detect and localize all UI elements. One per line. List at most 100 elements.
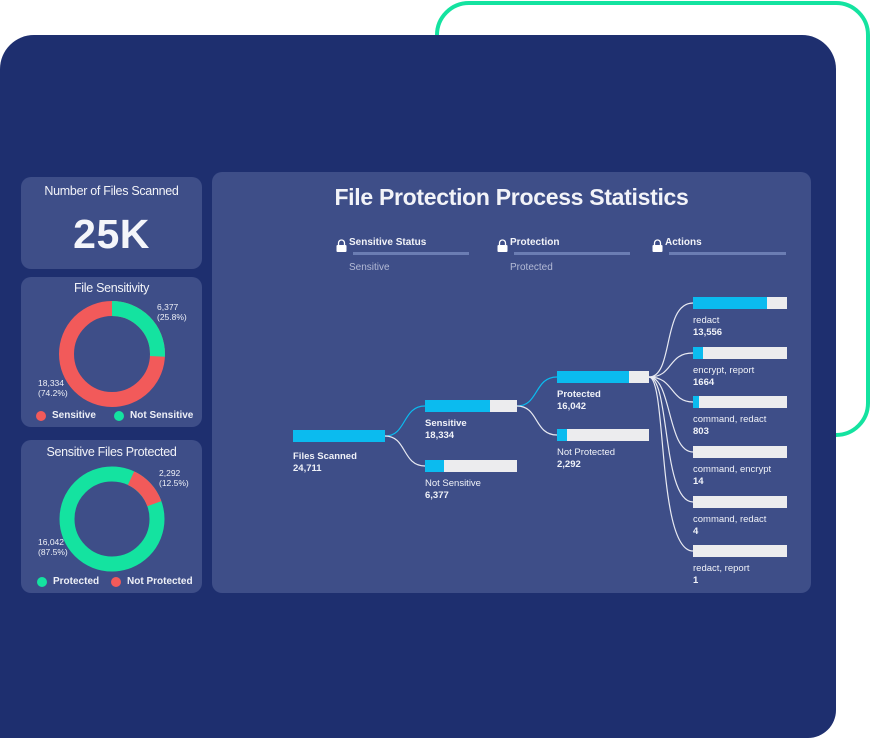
node-count: 1664 bbox=[693, 376, 715, 388]
node-name: Protected bbox=[557, 389, 601, 400]
node-bar[interactable] bbox=[693, 545, 787, 557]
lock-icon[interactable] bbox=[497, 239, 508, 252]
link-sensitive-not-protected[interactable] bbox=[516, 405, 558, 436]
node-bar[interactable] bbox=[693, 496, 787, 508]
node-count: 13,556 bbox=[693, 326, 723, 338]
node-name: redact, report bbox=[693, 563, 750, 574]
legend-item-not-protected[interactable]: Not Protected bbox=[111, 576, 193, 587]
node-name: command, redact bbox=[693, 414, 767, 425]
node-label: redact 13,556 bbox=[693, 315, 722, 338]
node-fill bbox=[425, 400, 491, 412]
card-title: Sensitive Files Protected bbox=[46, 445, 177, 459]
node-name: command, redact bbox=[693, 514, 767, 525]
donut-segment-not-protected[interactable] bbox=[59, 466, 165, 572]
lock-icon[interactable] bbox=[652, 239, 663, 252]
sensitive-value-label: 18,334 (74.2%) bbox=[38, 378, 68, 398]
node-bar[interactable] bbox=[693, 446, 787, 458]
link-protected-action-5[interactable] bbox=[648, 376, 694, 503]
stage-header-protection[interactable]: Protection Protected bbox=[497, 237, 637, 273]
node-count: 1 bbox=[693, 574, 699, 586]
node-count: 2,292 bbox=[557, 458, 581, 470]
node-label: Not Protected 2,292 bbox=[557, 447, 615, 470]
link-scanned-not-sensitive[interactable] bbox=[384, 435, 426, 467]
legend-item-sensitive[interactable]: Sensitive bbox=[36, 410, 96, 421]
page-title: File Protection Process Statistics bbox=[334, 184, 689, 210]
red-dot-icon bbox=[111, 576, 121, 587]
node-bar[interactable] bbox=[693, 396, 787, 408]
node-fill bbox=[557, 371, 629, 383]
legend-label: Protected bbox=[53, 576, 100, 587]
value: 16,042 bbox=[38, 537, 64, 547]
not-sensitive-value-label: 6,377 (25.8%) bbox=[157, 302, 187, 322]
stage-divider bbox=[353, 252, 469, 255]
legend-item-protected[interactable]: Protected bbox=[37, 576, 99, 587]
link-protected-action-3[interactable] bbox=[648, 376, 694, 403]
card-title: Number of Files Scanned bbox=[44, 184, 179, 198]
not-protected-value-label: 2,292 (12.5%) bbox=[159, 468, 189, 488]
node-bar[interactable] bbox=[425, 460, 517, 472]
node-bar[interactable] bbox=[293, 430, 385, 442]
sankey-links bbox=[384, 302, 694, 552]
value: 2,292 bbox=[159, 468, 181, 478]
node-count: 18,334 bbox=[425, 429, 455, 441]
node-fill bbox=[693, 347, 704, 359]
node-name: Not Protected bbox=[557, 447, 616, 458]
node-label: Not Sensitive 6,377 bbox=[425, 478, 481, 501]
node-bar[interactable] bbox=[693, 297, 787, 309]
node-name: command, encrypt bbox=[693, 464, 772, 475]
node-bar[interactable] bbox=[557, 371, 649, 383]
percent: (12.5%) bbox=[159, 478, 189, 488]
link-sensitive-protected[interactable] bbox=[516, 376, 558, 407]
legend-label: Not Protected bbox=[127, 576, 193, 587]
stage-filter-value: Sensitive bbox=[349, 262, 390, 273]
node-fill bbox=[557, 429, 568, 441]
node-bar[interactable] bbox=[557, 429, 649, 441]
node-bar[interactable] bbox=[693, 347, 787, 359]
node-count: 4 bbox=[693, 525, 699, 537]
legend-label: Not Sensitive bbox=[130, 410, 194, 421]
legend-item-not-sensitive[interactable]: Not Sensitive bbox=[114, 410, 193, 421]
stage-filter-value: Protected bbox=[510, 262, 553, 273]
file-sensitivity-donut-chart bbox=[59, 301, 165, 407]
card-title: File Sensitivity bbox=[73, 281, 150, 295]
node-label: encrypt, report 1664 bbox=[693, 365, 754, 388]
value: 6,377 bbox=[157, 302, 179, 312]
donut-segment-protected[interactable] bbox=[59, 466, 165, 572]
green-dot-icon bbox=[37, 576, 47, 587]
red-dot-icon bbox=[36, 410, 46, 421]
node-bar[interactable] bbox=[425, 400, 517, 412]
node-count: 16,042 bbox=[557, 400, 587, 412]
value: 18,334 bbox=[38, 378, 64, 388]
node-name: encrypt, report bbox=[693, 365, 755, 376]
node-name: Files Scanned bbox=[293, 451, 357, 462]
lock-icon[interactable] bbox=[336, 239, 347, 252]
percent: (25.8%) bbox=[157, 312, 187, 322]
link-scanned-sensitive[interactable] bbox=[384, 405, 426, 437]
stage-name: Protection bbox=[510, 237, 560, 248]
node-label: Sensitive 18,334 bbox=[425, 418, 467, 441]
stage-header-sensitive-status[interactable]: Sensitive Status Sensitive bbox=[336, 237, 476, 273]
protection-donut-chart bbox=[59, 466, 165, 572]
stage-header-actions[interactable]: Actions bbox=[652, 237, 792, 267]
node-name: redact bbox=[693, 315, 720, 326]
donut-segment-not-sensitive[interactable] bbox=[59, 301, 165, 407]
node-count: 24,711 bbox=[293, 462, 322, 474]
node-fill bbox=[693, 297, 768, 309]
link-protected-action-4[interactable] bbox=[648, 376, 694, 453]
node-label: Protected 16,042 bbox=[557, 389, 601, 412]
node-name: Not Sensitive bbox=[425, 478, 481, 489]
node-label: Files Scanned 24,711 bbox=[293, 451, 357, 474]
stage-name: Sensitive Status bbox=[349, 237, 427, 248]
node-count: 14 bbox=[693, 475, 704, 487]
files-scanned-card: Number of Files Scanned 25K bbox=[21, 177, 202, 269]
node-fill bbox=[693, 396, 699, 408]
stage-divider bbox=[669, 252, 786, 255]
link-protected-action-2[interactable] bbox=[648, 352, 694, 378]
link-protected-action-1[interactable] bbox=[648, 302, 694, 378]
node-label: command, redact 4 bbox=[693, 514, 766, 537]
stage-name: Actions bbox=[665, 237, 702, 248]
sensitive-files-protected-card: Sensitive Files Protected 2,292 (12.5%) … bbox=[21, 440, 202, 593]
node-count: 803 bbox=[693, 425, 709, 437]
file-sensitivity-card: File Sensitivity 6,377 (25.8%) 18,334 (7… bbox=[21, 277, 202, 427]
link-protected-action-6[interactable] bbox=[648, 376, 694, 552]
